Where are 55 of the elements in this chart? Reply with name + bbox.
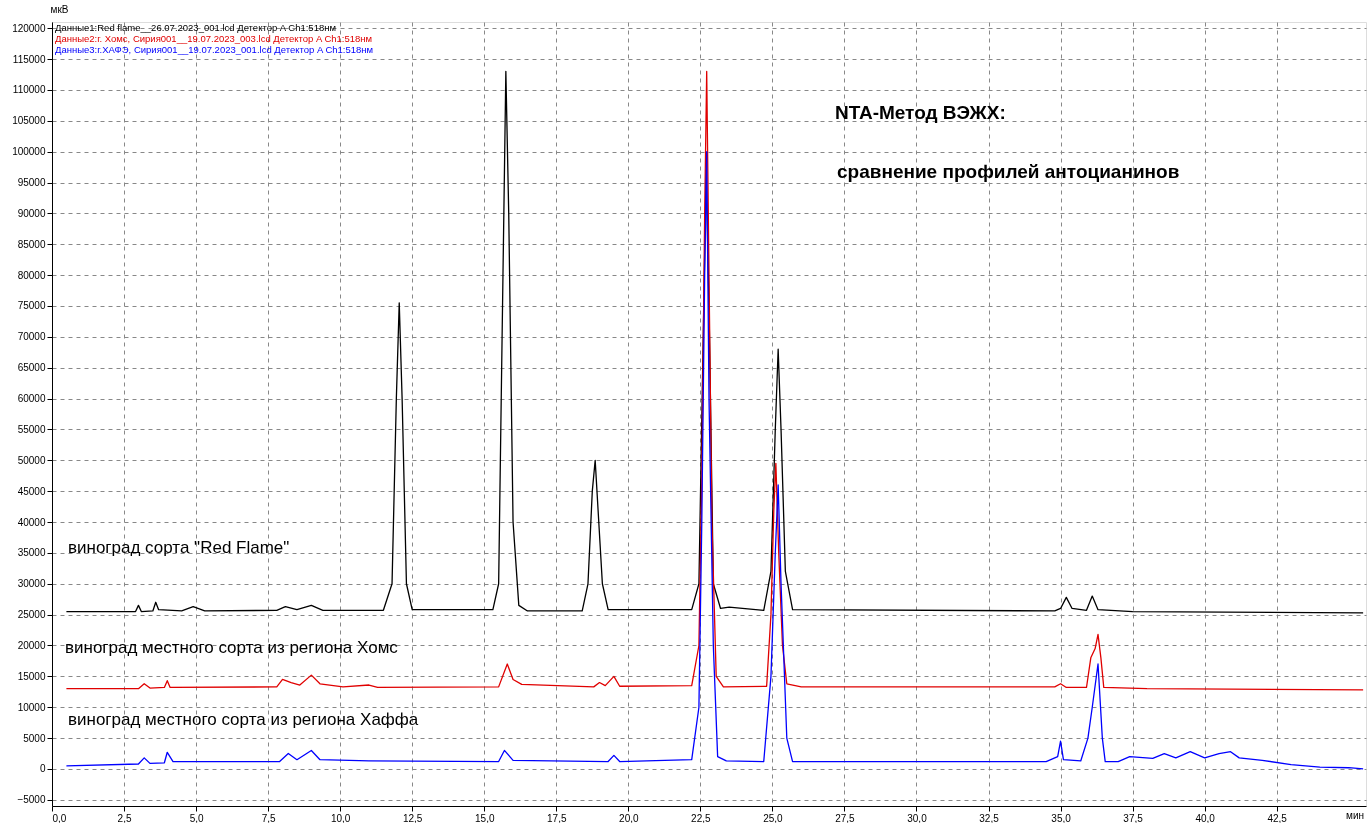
y-tick-label: 25000 [17,609,46,621]
y-tick-label: 55000 [17,423,46,435]
x-tick-label: 17,5 [547,812,567,823]
y-tick-label: 105000 [12,115,46,127]
y-tick-label: 35000 [17,547,46,559]
line-series [65,150,1364,770]
y-tick-label: 90000 [17,207,46,219]
y-tick-label: 10000 [17,701,46,713]
y-tick-label: 0 [39,763,46,775]
x-tick-label: 25,0 [763,812,784,823]
y-tick-label: 60000 [17,393,46,405]
y-tick-label: −5000 [17,794,46,806]
text: Данные1:Red flame__26.07.2023_001.lcd Детектор A Ch1:518нм [55,22,337,33]
y-tick-label: 100000 [12,146,46,158]
y-tick-label: 15000 [17,670,46,682]
annotation: виноград местного сорта из региона Хаффа [68,710,419,729]
x-tick-label: 27,5 [835,812,856,823]
y-tick-label: 75000 [17,300,46,312]
x-tick-label: 5,0 [189,812,204,823]
text: Данные2:г. Хомс, Сирия001__19.07.2023_003.lcd Детектор A Ch1:518нм [55,33,373,44]
y-tick-label: 50000 [17,454,46,466]
x-tick-label: 10,0 [330,812,351,823]
y-tick-label: 70000 [17,331,46,343]
text: Данные3:г.ХАФЭ, Сирия001__19.07.2023_001.lcd Детектор A Ch1:518нм [55,44,374,55]
y-tick-label: 110000 [12,84,46,96]
x-tick-label: 15,0 [475,812,495,823]
x-tick-label: 0,0 [52,812,67,823]
y-axis-title: мкВ [50,3,69,15]
x-tick-label: 7,5 [261,812,277,823]
x-axis-title: мин [1346,810,1364,821]
x-tick-label: 42,5 [1267,812,1288,823]
x-tick-label: 32,5 [979,812,1000,823]
annotation: виноград сорта "Red Flame" [68,538,290,557]
x-tick-label: 22,5 [691,812,712,823]
x-tick-label: 35,0 [1051,812,1072,823]
y-tick-label: 65000 [17,362,46,374]
y-tick-label: 5000 [23,732,46,744]
y-tick-label: 40000 [17,516,46,528]
x-tick-label: 30,0 [907,812,928,823]
y-tick-label: 45000 [17,485,46,497]
y-tick-label: 80000 [17,269,46,281]
x-tick-label: 2,5 [117,812,132,823]
text: сравнение профилей антоцианинов [837,161,1180,182]
x-tick-label: 40,0 [1195,812,1216,823]
x-tick-label: 12,5 [402,812,423,823]
annotation: виноград местного сорта из региона Хомс [65,638,399,657]
y-tick-label: 120000 [12,22,46,34]
text: NTA-Метод ВЭЖХ: [835,102,1006,123]
y-tick-label: 95000 [17,177,46,188]
y-tick-label: 115000 [12,53,46,65]
x-tick-label: 20,0 [619,812,639,823]
y-tick-label: 85000 [17,238,46,250]
y-tick-label: 20000 [17,640,46,651]
x-tick-label: 37,5 [1123,812,1144,823]
y-tick-label: 30000 [17,578,46,590]
